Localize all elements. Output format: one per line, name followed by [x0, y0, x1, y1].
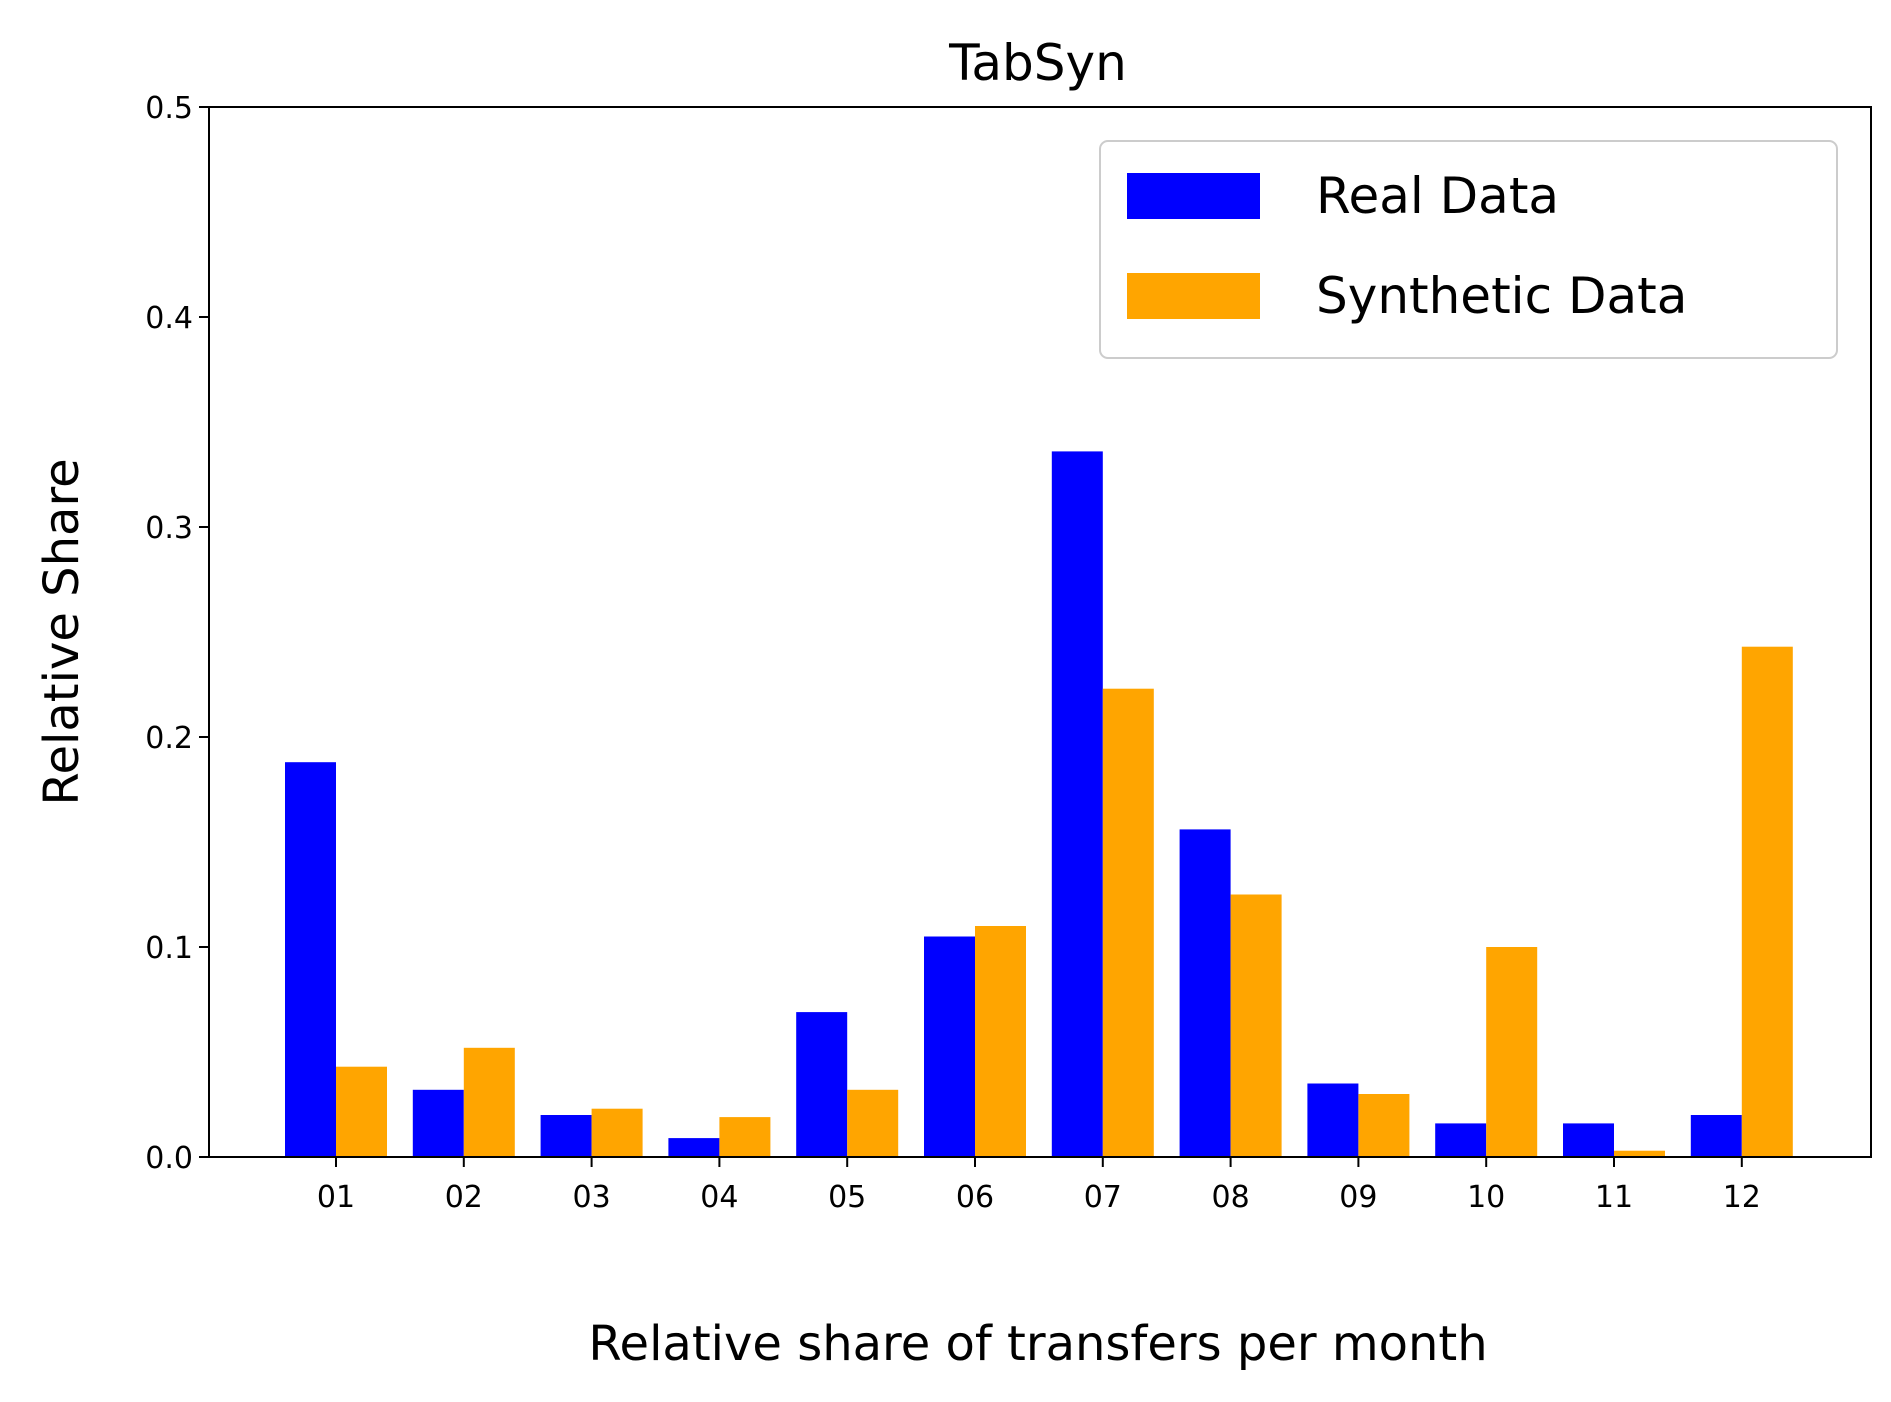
- legend-label-real: Real Data: [1316, 167, 1559, 225]
- x-axis-label: Relative share of transfers per month: [588, 1316, 1487, 1372]
- bar-synthetic-02: [463, 1047, 515, 1157]
- bar-real-09: [1307, 1083, 1359, 1157]
- bar-synthetic-06: [975, 926, 1026, 1157]
- y-axis-label: Relative Share: [34, 458, 90, 805]
- x-tick-label: 11: [1595, 1180, 1633, 1215]
- x-tick-label: 01: [317, 1180, 355, 1215]
- bar-real-01: [285, 762, 336, 1157]
- bar-synthetic-08: [1230, 894, 1282, 1157]
- y-tick-label: 0.5: [145, 91, 193, 126]
- x-tick-label: 12: [1723, 1180, 1761, 1215]
- x-tick-label: 10: [1467, 1180, 1505, 1215]
- bar-real-10: [1435, 1123, 1487, 1157]
- legend-swatch-real: [1127, 173, 1260, 219]
- x-tick-label: 07: [1084, 1180, 1122, 1215]
- x-tick-label: 04: [700, 1180, 738, 1215]
- x-tick-label: 08: [1212, 1180, 1250, 1215]
- bar-synthetic-01: [336, 1066, 387, 1157]
- chart-title: TabSyn: [948, 34, 1127, 92]
- y-tick-label: 0.1: [145, 931, 193, 966]
- bar-real-03: [540, 1115, 592, 1157]
- bar-synthetic-04: [719, 1117, 771, 1157]
- bar-synthetic-07: [1102, 688, 1154, 1157]
- plot-frame: [208, 106, 1872, 1158]
- y-tick-label: 0.3: [145, 511, 193, 546]
- bar-synthetic-09: [1358, 1094, 1410, 1157]
- plot-area: 0.0 0.1 0.2 0.3 0.4 0.5 01 02 03 04 05 06 07 08 09 10 11…: [145, 91, 1872, 1215]
- y-tick-label: 0.0: [145, 1141, 193, 1176]
- legend-label-synthetic: Synthetic Data: [1316, 267, 1687, 325]
- y-tick-label: 0.2: [145, 721, 193, 756]
- bar-real-02: [412, 1089, 464, 1157]
- x-tick-label: 06: [956, 1180, 994, 1215]
- legend: Real Data Synthetic Data: [1099, 140, 1838, 359]
- bar-real-12: [1690, 1115, 1742, 1157]
- bar-synthetic-05: [847, 1089, 899, 1157]
- bar-real-04: [668, 1138, 720, 1157]
- bar-synthetic-11: [1614, 1150, 1665, 1157]
- x-tick-label: 03: [573, 1180, 611, 1215]
- x-tick-label: 05: [828, 1180, 866, 1215]
- y-tick-label: 0.4: [145, 301, 193, 336]
- bar-real-05: [796, 1012, 848, 1157]
- legend-swatch-synthetic: [1127, 273, 1260, 319]
- bar-real-06: [924, 936, 975, 1157]
- x-tick-label: 02: [445, 1180, 483, 1215]
- bar-real-08: [1179, 829, 1231, 1157]
- bar-synthetic-10: [1486, 947, 1538, 1157]
- bar-real-11: [1563, 1123, 1614, 1157]
- x-tick-label: 09: [1339, 1180, 1377, 1215]
- bar-real-07: [1051, 451, 1103, 1157]
- bar-synthetic-03: [591, 1108, 643, 1157]
- legend-box: [1099, 140, 1838, 359]
- bar-synthetic-12: [1741, 646, 1793, 1157]
